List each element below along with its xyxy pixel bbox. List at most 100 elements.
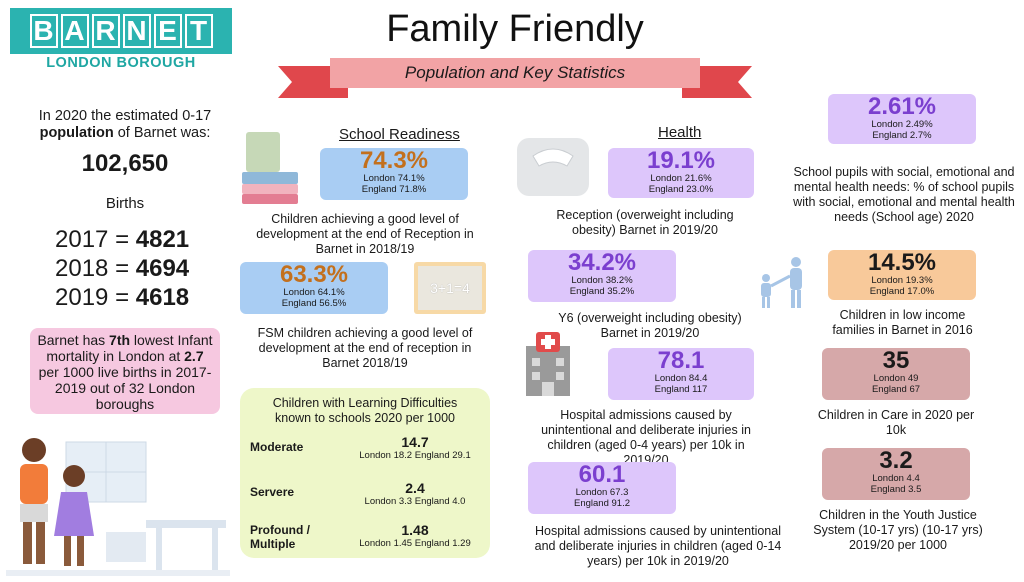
- stat-london: London 19.3%: [871, 275, 933, 287]
- logo-letter: B: [29, 14, 58, 48]
- blackboard-text: 3+1=4: [418, 266, 482, 310]
- stat-england: England 117: [654, 383, 708, 395]
- stat-description: Children achieving a good level of devel…: [256, 212, 474, 256]
- births-eq: =: [115, 226, 130, 253]
- births-row: 2019 = 4618: [55, 284, 189, 312]
- logo-letter: A: [60, 14, 89, 48]
- stat-value: 3.2: [879, 447, 913, 474]
- stat-value: 78.1: [657, 347, 705, 374]
- mortality-text: per 1000 live births in 2017-2019 out of…: [38, 364, 212, 413]
- births-value: 4821: [135, 226, 190, 253]
- hospital-icon: [526, 332, 570, 396]
- population-intro: In 2020 the estimated 0-17 population of…: [20, 108, 230, 143]
- subtitle-ribbon: Population and Key Statistics: [278, 58, 752, 98]
- stat-description: Children in low income families in Barne…: [832, 308, 973, 337]
- learning-difficulties-title: Children with Learning Difficulties know…: [272, 396, 458, 425]
- children-in-care-stat: 35 London 49 England 67: [822, 347, 970, 400]
- births-label: Births: [105, 195, 145, 212]
- stat-value: 35: [882, 347, 910, 374]
- reception-overweight-stat: 19.1% London 21.6% England 23.0%: [608, 147, 754, 198]
- stat-value: 34.2%: [567, 249, 637, 276]
- ld-row-value: 14.7: [401, 434, 429, 450]
- ld-row-label: Moderate: [250, 440, 304, 454]
- barnet-logo: B A R N E T: [10, 8, 232, 54]
- ld-row-sub: London 3.3 England 4.0: [364, 496, 466, 507]
- school-readiness-stat: 74.3% London 74.1% England 71.8%: [320, 147, 468, 200]
- population-value: 102,650: [81, 150, 169, 177]
- stat-description: Y6 (overweight including obesity) Barnet…: [558, 311, 742, 340]
- ld-row-values: 14.7 London 18.2 England 29.1: [345, 434, 485, 461]
- population-intro-text: In 2020 the estimated 0-17: [38, 108, 212, 124]
- births-row: 2017 = 4821: [55, 226, 189, 254]
- mortality-text: lowest Infant mortality in London at: [46, 332, 213, 365]
- stat-value: 19.1%: [646, 147, 716, 174]
- stat-london: London 64.1%: [283, 287, 345, 299]
- stat-description: Hospital admissions caused by unintentio…: [534, 524, 782, 568]
- injuries-0-4-stat: 78.1 London 84.4 England 117: [608, 347, 754, 400]
- stat-value: 14.5%: [867, 249, 937, 276]
- ld-row-value: 1.48: [401, 522, 429, 538]
- logo-letter: N: [122, 14, 151, 48]
- births-row: 2018 = 4694: [55, 255, 189, 283]
- stat-london: London 38.2%: [571, 275, 633, 287]
- population-intro-bold: population: [39, 125, 114, 142]
- stat-value: 63.3%: [279, 261, 349, 288]
- births-eq: =: [115, 284, 130, 311]
- stat-london: London 67.3: [575, 487, 629, 499]
- mortality-rate: 2.7: [184, 348, 204, 365]
- scale-icon: [517, 138, 589, 196]
- stat-description: FSM children achieving a good level of d…: [257, 326, 473, 370]
- population-intro-tail: of Barnet was:: [117, 125, 211, 142]
- stat-value: 74.3%: [359, 147, 429, 174]
- stat-london: London 74.1%: [363, 173, 425, 185]
- births-year: 2018: [55, 255, 109, 282]
- ld-row-sub: London 18.2 England 29.1: [359, 450, 471, 461]
- births-value: 4694: [135, 255, 190, 282]
- stat-value: 60.1: [578, 461, 626, 488]
- ld-row-values: 1.48 London 1.45 England 1.29: [345, 522, 485, 549]
- births-year: 2019: [55, 284, 109, 311]
- stat-england: England 2.7%: [872, 129, 932, 141]
- stat-england: England 56.5%: [281, 297, 347, 309]
- logo-letter: T: [184, 14, 213, 48]
- stat-england: England 17.0%: [869, 285, 935, 297]
- stat-england: England 67: [871, 383, 921, 395]
- blackboard-icon: 3+1=4: [414, 262, 486, 314]
- stat-london: London 2.49%: [871, 119, 933, 131]
- parent-child-icon: [761, 257, 802, 308]
- stat-england: England 35.2%: [569, 285, 635, 297]
- low-income-stat: 14.5% London 19.3% England 17.0%: [828, 249, 976, 300]
- fsm-readiness-stat: 63.3% London 64.1% England 56.5%: [240, 261, 388, 314]
- children-bedroom-illustration: [6, 438, 230, 576]
- logo-subtitle: LONDON BOROUGH: [46, 55, 196, 71]
- injuries-0-14-stat: 60.1 London 67.3 England 91.2: [528, 461, 676, 514]
- ld-row-values: 2.4 London 3.3 England 4.0: [345, 480, 485, 507]
- births-eq: =: [115, 255, 130, 282]
- stat-london: London 49: [873, 373, 919, 385]
- logo-letter: E: [153, 14, 182, 48]
- mortality-rank: 7th: [109, 332, 131, 348]
- births-year: 2017: [55, 226, 109, 253]
- y6-overweight-stat: 34.2% London 38.2% England 35.2%: [528, 249, 676, 302]
- stat-london: London 4.4: [872, 473, 920, 485]
- youth-justice-stat: 3.2 London 4.4 England 3.5: [822, 447, 970, 500]
- stat-description: Children in the Youth Justice System (10…: [813, 508, 983, 552]
- logo-letter: R: [91, 14, 120, 48]
- ld-row-label: Servere: [250, 485, 295, 499]
- learning-difficulties-panel: Children with Learning Difficulties know…: [240, 388, 490, 558]
- page-title: Family Friendly: [386, 8, 644, 50]
- stat-description: School pupils with social, emotional and…: [793, 165, 1015, 224]
- stat-london: London 21.6%: [650, 173, 712, 185]
- ld-row-sub: London 1.45 England 1.29: [359, 538, 471, 549]
- ld-row-label: Profound / Multiple: [250, 523, 310, 551]
- stat-description: Reception (overweight including obesity)…: [556, 208, 734, 237]
- stat-description: Hospital admissions caused by unintentio…: [541, 408, 751, 467]
- school-readiness-title: School Readiness: [339, 126, 460, 143]
- semh-needs-stat: 2.61% London 2.49% England 2.7%: [828, 93, 976, 144]
- stat-england: England 23.0%: [648, 183, 714, 195]
- stat-england: England 71.8%: [361, 183, 427, 195]
- stat-description: Children in Care in 2020 per 10k: [817, 408, 975, 437]
- ribbon-label: Population and Key Statistics: [330, 58, 700, 88]
- stat-london: London 84.4: [654, 373, 708, 385]
- mortality-text: Barnet has: [37, 332, 110, 348]
